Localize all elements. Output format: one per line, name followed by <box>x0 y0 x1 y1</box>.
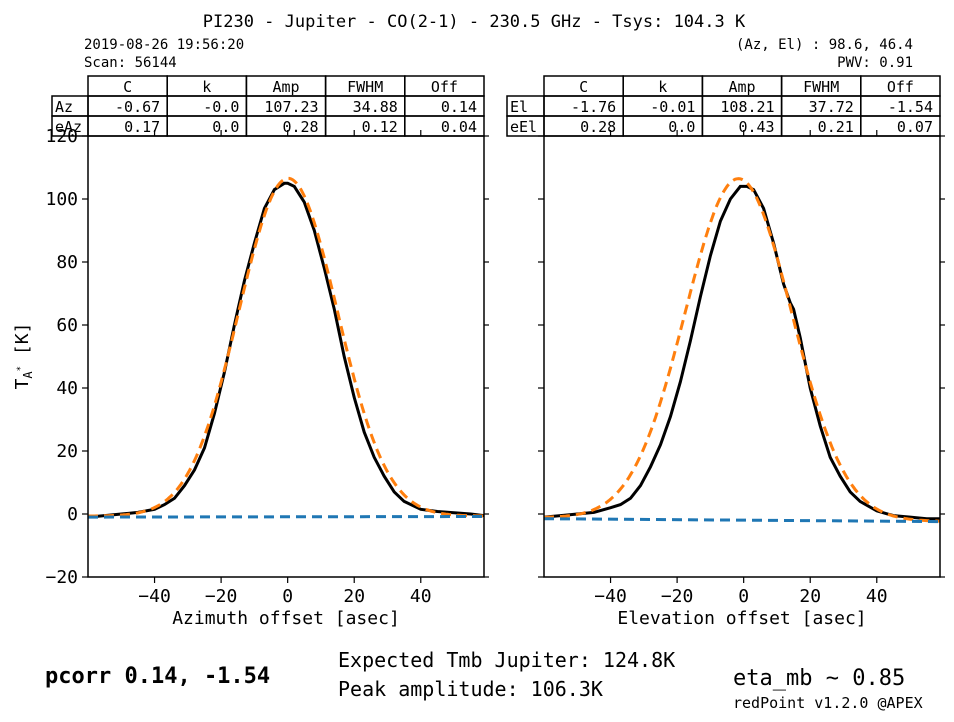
y-tick-label: 60 <box>56 315 78 336</box>
table-cell-value: 0.28 <box>282 118 318 136</box>
table-cell-value: -0.01 <box>650 98 695 116</box>
y-tick-label: 80 <box>56 252 78 273</box>
plot-frame <box>543 135 941 578</box>
table-header-amp: Amp <box>272 78 299 96</box>
table-header-fwhm: FWHM <box>803 78 839 96</box>
figure-title: PI230 - Jupiter - CO(2-1) - 230.5 GHz - … <box>203 12 746 32</box>
scan-datetime: 2019-08-26 19:56:20 <box>84 37 244 53</box>
table-cell-value: 0.14 <box>441 98 477 116</box>
y-tick-label: 120 <box>45 126 78 147</box>
y-tick-label: 20 <box>56 441 78 462</box>
x-axis-label: Elevation offset [asec] <box>617 608 866 629</box>
table-cell-value: -1.54 <box>888 98 933 116</box>
series-data-line <box>543 184 940 521</box>
x-tick-label: 0 <box>738 586 749 607</box>
table-header-k: k <box>658 78 667 96</box>
table-header-amp: Amp <box>728 78 755 96</box>
pwv-readout: PWV: 0.91 <box>837 55 913 71</box>
y-tick-label: 100 <box>45 189 78 210</box>
x-tick-label: 0 <box>282 586 293 607</box>
series-baseline-line <box>87 515 485 519</box>
table-cell-value: 0.12 <box>362 118 398 136</box>
table-header-off: Off <box>887 78 914 96</box>
table-cell-value: 107.23 <box>264 98 318 116</box>
table-cell-value: 0.0 <box>668 118 695 136</box>
table-cell-value: 0.21 <box>818 118 854 136</box>
y-tick-label: 40 <box>56 378 78 399</box>
table-cell-value: 108.21 <box>720 98 774 116</box>
table-row-label: El <box>510 98 528 116</box>
table-header-fwhm: FWHM <box>347 78 383 96</box>
x-tick-label: 20 <box>799 586 821 607</box>
eta-mb: eta_mb ~ 0.85 <box>733 666 905 691</box>
table-cell-value: -1.76 <box>571 98 616 116</box>
table-cell-value: -0.67 <box>115 98 160 116</box>
table-header-c: C <box>579 78 588 96</box>
series-fit-line <box>88 176 484 518</box>
y-tick-label: −20 <box>45 567 78 588</box>
series-fit-line <box>544 177 940 523</box>
scan-number: Scan: 56144 <box>84 55 177 71</box>
az-el-readout: (Az, El) : 98.6, 46.4 <box>736 37 913 53</box>
version-label: redPoint v1.2.0 @APEX <box>733 694 923 712</box>
table-header-k: k <box>202 78 211 96</box>
peak-amplitude: Peak amplitude: 106.3K <box>338 677 603 701</box>
table-row-label: eAz <box>55 118 82 136</box>
table-row-label: eEl <box>510 118 537 136</box>
table-cell-value: 0.07 <box>897 118 933 136</box>
chart-panels: −40 −20 0 20 40 −20 0 20 40 60 80 100 120 Azimuth off… <box>45 126 945 629</box>
table-cell-value: 37.72 <box>809 98 854 116</box>
x-tick-label: −40 <box>594 586 627 607</box>
table-cell-value: 0.04 <box>441 118 477 136</box>
plot-frame <box>87 135 485 578</box>
pcorr-label: pcorr 0.14, -1.54 <box>45 664 270 689</box>
y-tick-label: 0 <box>67 504 78 525</box>
table-cell-value: 34.88 <box>353 98 398 116</box>
table-header-off: Off <box>431 78 458 96</box>
table-cell-value: 0.17 <box>124 118 160 136</box>
series-data-line <box>87 181 485 519</box>
x-tick-label: −20 <box>661 586 694 607</box>
x-tick-label: 40 <box>866 586 888 607</box>
table-cell-value: 0.28 <box>580 118 616 136</box>
y-axis-label: TA* [K] <box>12 323 35 390</box>
chart-panel-1: −40 −20 0 20 40 −20 0 20 40 60 80 100 120 Azimuth off… <box>45 126 489 629</box>
table-cell-value: 0.0 <box>212 118 239 136</box>
table-cell-value: 0.43 <box>738 118 774 136</box>
series-baseline-line <box>543 517 941 524</box>
table-cell-value: -0.0 <box>203 98 239 116</box>
table-row-label: Az <box>55 98 73 116</box>
x-axis-label: Azimuth offset [asec] <box>172 608 400 629</box>
table-header-c: C <box>123 78 132 96</box>
x-tick-label: 20 <box>343 586 365 607</box>
x-tick-label: 40 <box>410 586 432 607</box>
x-tick-label: −40 <box>138 586 171 607</box>
expected-tmb: Expected Tmb Jupiter: 124.8K <box>338 648 675 672</box>
x-tick-label: −20 <box>205 586 238 607</box>
